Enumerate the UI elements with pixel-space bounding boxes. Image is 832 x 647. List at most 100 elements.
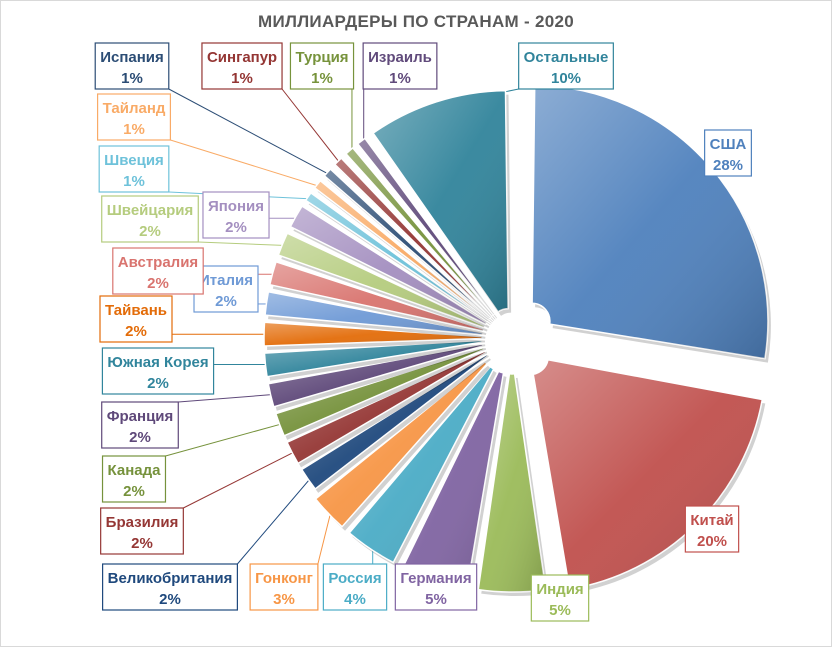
slice-бразилия <box>286 350 489 468</box>
svg-text:Испания: Испания <box>100 49 164 66</box>
slice-индия <box>477 372 549 596</box>
slice-турция <box>344 146 496 320</box>
data-label-франция: Франция 2% <box>101 401 179 449</box>
svg-text:10%: 10% <box>551 70 581 87</box>
data-label-израиль: Израиль 1% <box>362 42 438 90</box>
svg-text:2%: 2% <box>125 323 147 340</box>
slice-южная-корея <box>263 339 486 381</box>
leader-line <box>165 422 284 457</box>
svg-text:Великобритания: Великобритания <box>108 570 233 587</box>
slice-тайвань <box>263 321 486 350</box>
data-label-индия: Индия 5% <box>530 574 590 622</box>
slice-сша <box>531 84 771 363</box>
data-label-бразилия: Бразилия 2% <box>100 507 184 555</box>
svg-text:Турция: Турция <box>295 49 348 66</box>
data-label-япония: Япония 2% <box>202 191 270 239</box>
svg-text:4%: 4% <box>344 591 366 608</box>
slice-сингапур <box>333 157 495 321</box>
slice-швейцария <box>277 232 488 332</box>
data-label-остальные: Остальные 10% <box>518 42 614 90</box>
svg-text:2%: 2% <box>225 219 247 236</box>
svg-text:Индия: Индия <box>536 581 583 598</box>
svg-text:2%: 2% <box>215 293 237 310</box>
svg-text:2%: 2% <box>129 429 151 446</box>
leader-line <box>237 476 312 565</box>
slice-гонконг <box>314 360 491 531</box>
svg-text:США: США <box>710 136 747 153</box>
data-label-южная-корея: Южная Корея 2% <box>101 347 215 395</box>
svg-text:Австралия: Австралия <box>118 254 198 271</box>
data-label-австралия: Австралия 2% <box>112 247 204 295</box>
svg-text:1%: 1% <box>389 70 411 87</box>
data-label-великобритания: Великобритания 2% <box>102 563 238 611</box>
leader-line <box>178 393 275 403</box>
data-label-тайланд: Тайланд 1% <box>96 93 172 141</box>
svg-text:Швеция: Швеция <box>104 152 164 169</box>
svg-text:Швейцария: Швейцария <box>107 202 194 219</box>
data-label-швеция: Швеция 1% <box>98 145 170 193</box>
svg-text:3%: 3% <box>273 591 295 608</box>
data-label-канада: Канада 2% <box>101 455 167 503</box>
svg-text:Тайланд: Тайланд <box>103 100 166 117</box>
data-label-италия: Италия 2% <box>193 265 259 313</box>
svg-text:Гонконг: Гонконг <box>255 570 313 587</box>
leader-line <box>168 88 331 176</box>
leader-line <box>317 510 332 565</box>
data-label-китай: Китай 20% <box>684 505 740 553</box>
svg-text:5%: 5% <box>549 602 571 619</box>
leader-line <box>281 88 342 165</box>
slice-канада <box>274 346 488 440</box>
data-label-турция: Турция 1% <box>289 42 355 90</box>
svg-text:Италия: Италия <box>199 272 253 289</box>
svg-text:1%: 1% <box>121 70 143 87</box>
svg-text:Канада: Канада <box>108 462 162 479</box>
svg-text:Франция: Франция <box>107 408 174 425</box>
leader-line <box>183 450 297 509</box>
slice-китай <box>532 358 766 594</box>
svg-text:Южная Корея: Южная Корея <box>107 354 208 371</box>
svg-text:1%: 1% <box>123 121 145 138</box>
svg-text:Остальные: Остальные <box>524 49 609 66</box>
svg-text:1%: 1% <box>231 70 253 87</box>
chart-title: МИЛЛИАРДЕРЫ ПО СТРАНАМ - 2020 <box>257 12 575 31</box>
data-label-россия: Россия 4% <box>322 563 388 611</box>
svg-text:2%: 2% <box>147 275 169 292</box>
data-label-тайвань: Тайвань 2% <box>99 295 173 343</box>
svg-text:Сингапур: Сингапур <box>207 49 277 66</box>
svg-text:Россия: Россия <box>328 570 381 587</box>
svg-text:2%: 2% <box>139 223 161 240</box>
slice-израиль <box>356 137 498 319</box>
slice-швеция <box>304 191 491 326</box>
data-label-сша: США 28% <box>704 129 752 177</box>
svg-text:5%: 5% <box>425 591 447 608</box>
slice-германия <box>401 370 507 592</box>
slice-остальные <box>372 89 512 316</box>
svg-text:2%: 2% <box>159 591 181 608</box>
slice-великобритания <box>300 353 491 493</box>
svg-text:2%: 2% <box>123 483 145 500</box>
data-label-испания: Испания 1% <box>94 42 170 90</box>
slice-италия <box>264 290 486 339</box>
svg-text:Германия: Германия <box>400 570 471 587</box>
svg-text:1%: 1% <box>311 70 333 87</box>
svg-text:20%: 20% <box>697 533 727 550</box>
data-label-германия: Германия 5% <box>394 563 478 611</box>
svg-text:Израиль: Израиль <box>368 49 432 66</box>
data-label-гонконг: Гонконг 3% <box>249 563 319 611</box>
data-label-сингапур: Сингапур 1% <box>201 42 283 90</box>
svg-text:Бразилия: Бразилия <box>106 514 179 531</box>
leader-line <box>170 139 321 188</box>
slice-австралия <box>268 260 487 336</box>
slice-тайланд <box>313 179 492 324</box>
svg-text:28%: 28% <box>713 157 743 174</box>
svg-text:Китай: Китай <box>690 512 733 529</box>
slice-россия <box>348 365 497 567</box>
slice-япония <box>289 205 490 329</box>
slice-испания <box>323 168 493 323</box>
svg-text:2%: 2% <box>147 375 169 392</box>
leader-line <box>198 241 287 247</box>
svg-text:2%: 2% <box>131 535 153 552</box>
svg-text:Тайвань: Тайвань <box>105 302 167 319</box>
svg-text:Япония: Япония <box>208 198 264 215</box>
